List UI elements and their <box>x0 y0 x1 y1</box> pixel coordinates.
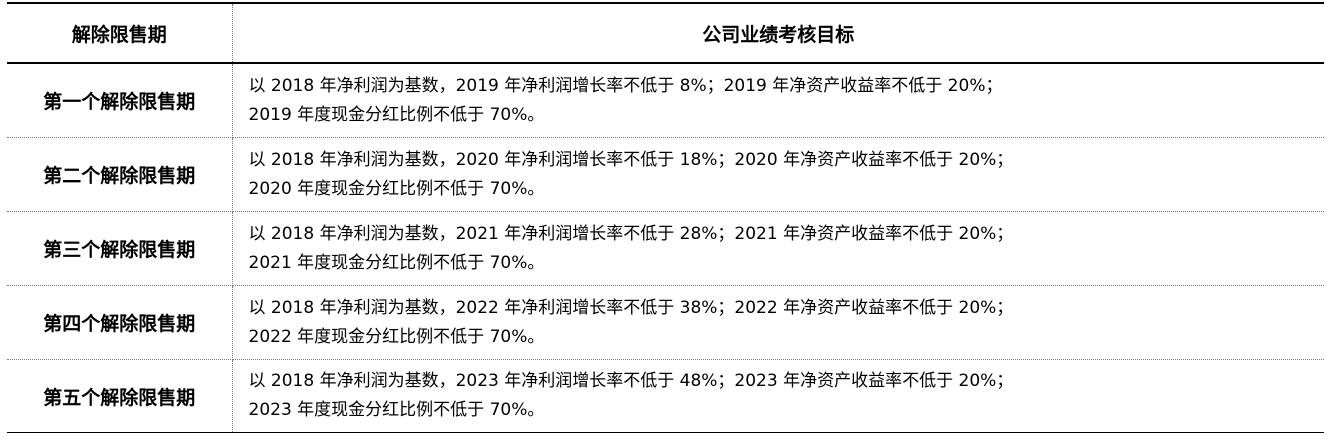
period-cell: 第四个解除限售期 <box>7 285 233 360</box>
target-line-2: 2022 年度现金分红比例不低于 70%。 <box>248 326 545 347</box>
table-body: 第一个解除限售期 以 2018 年净利润为基数，2019 年净利润增长率不低于 … <box>7 63 1324 433</box>
period-cell: 第三个解除限售期 <box>7 211 233 286</box>
header-period: 解除限售期 <box>7 2 233 64</box>
target-line-1: 以 2018 年净利润为基数，2019 年净利润增长率不低于 8%；2019 年… <box>248 75 1003 96</box>
header-target: 公司业绩考核目标 <box>232 2 1324 64</box>
target-line-1: 以 2018 年净利润为基数，2021 年净利润增长率不低于 28%；2021 … <box>248 223 1014 244</box>
target-cell: 以 2018 年净利润为基数，2021 年净利润增长率不低于 28%；2021 … <box>232 211 1324 286</box>
header-row: 解除限售期 公司业绩考核目标 <box>7 2 1324 64</box>
target-cell: 以 2018 年净利润为基数，2020 年净利润增长率不低于 18%；2020 … <box>232 137 1324 212</box>
period-cell: 第二个解除限售期 <box>7 137 233 212</box>
target-line-2: 2023 年度现金分红比例不低于 70%。 <box>248 400 545 420</box>
target-line-1: 以 2018 年净利润为基数，2022 年净利润增长率不低于 38%；2022 … <box>248 297 1014 318</box>
period-cell: 第五个解除限售期 <box>7 359 233 433</box>
performance-assessment-table: 解除限售期 公司业绩考核目标 第一个解除限售期 以 2018 年净利润为基数，2… <box>7 2 1324 433</box>
table-row: 第一个解除限售期 以 2018 年净利润为基数，2019 年净利润增长率不低于 … <box>7 63 1324 138</box>
period-cell: 第一个解除限售期 <box>7 63 233 138</box>
target-line-2: 2021 年度现金分红比例不低于 70%。 <box>248 252 545 273</box>
target-cell: 以 2018 年净利润为基数，2019 年净利润增长率不低于 8%；2019 年… <box>232 63 1324 138</box>
table-row: 第四个解除限售期 以 2018 年净利润为基数，2022 年净利润增长率不低于 … <box>7 285 1324 360</box>
table-row: 第二个解除限售期 以 2018 年净利润为基数，2020 年净利润增长率不低于 … <box>7 137 1324 212</box>
target-cell: 以 2018 年净利润为基数，2022 年净利润增长率不低于 38%；2022 … <box>232 285 1324 360</box>
target-line-2: 2020 年度现金分红比例不低于 70%。 <box>248 178 545 199</box>
target-line-1: 以 2018 年净利润为基数，2020 年净利润增长率不低于 18%；2020 … <box>248 149 1014 170</box>
table-header: 解除限售期 公司业绩考核目标 <box>7 2 1324 64</box>
target-line-1: 以 2018 年净利润为基数，2023 年净利润增长率不低于 48%；2023 … <box>248 371 1014 391</box>
table-row: 第三个解除限售期 以 2018 年净利润为基数，2021 年净利润增长率不低于 … <box>7 211 1324 286</box>
target-line-2: 2019 年度现金分红比例不低于 70%。 <box>248 104 545 125</box>
target-cell: 以 2018 年净利润为基数，2023 年净利润增长率不低于 48%；2023 … <box>232 359 1324 433</box>
table-row: 第五个解除限售期 以 2018 年净利润为基数，2023 年净利润增长率不低于 … <box>7 359 1324 433</box>
